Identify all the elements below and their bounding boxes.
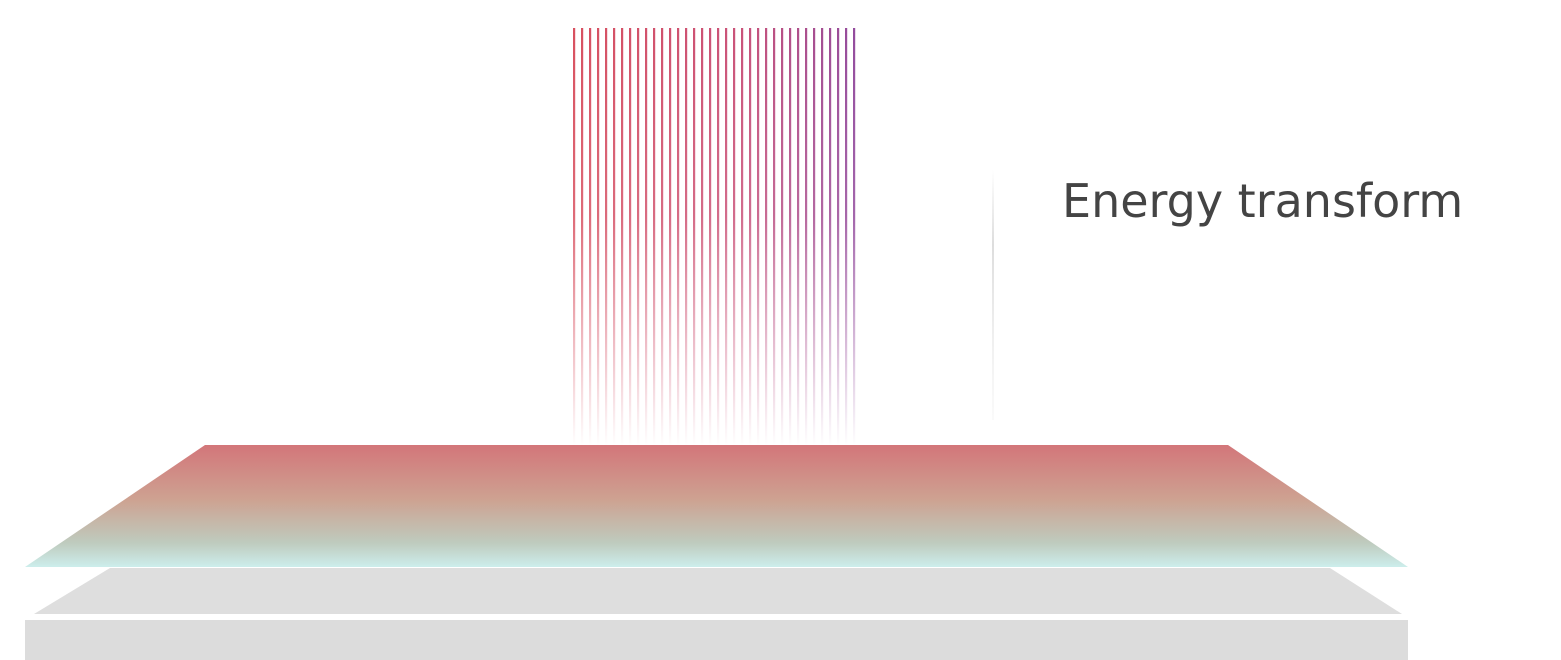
energy-beams	[565, 25, 865, 450]
base-top	[34, 568, 1402, 614]
label: Energy transform	[1062, 174, 1463, 228]
leader-line	[992, 170, 994, 420]
base-front	[25, 620, 1408, 660]
energy-plate	[25, 445, 1408, 567]
